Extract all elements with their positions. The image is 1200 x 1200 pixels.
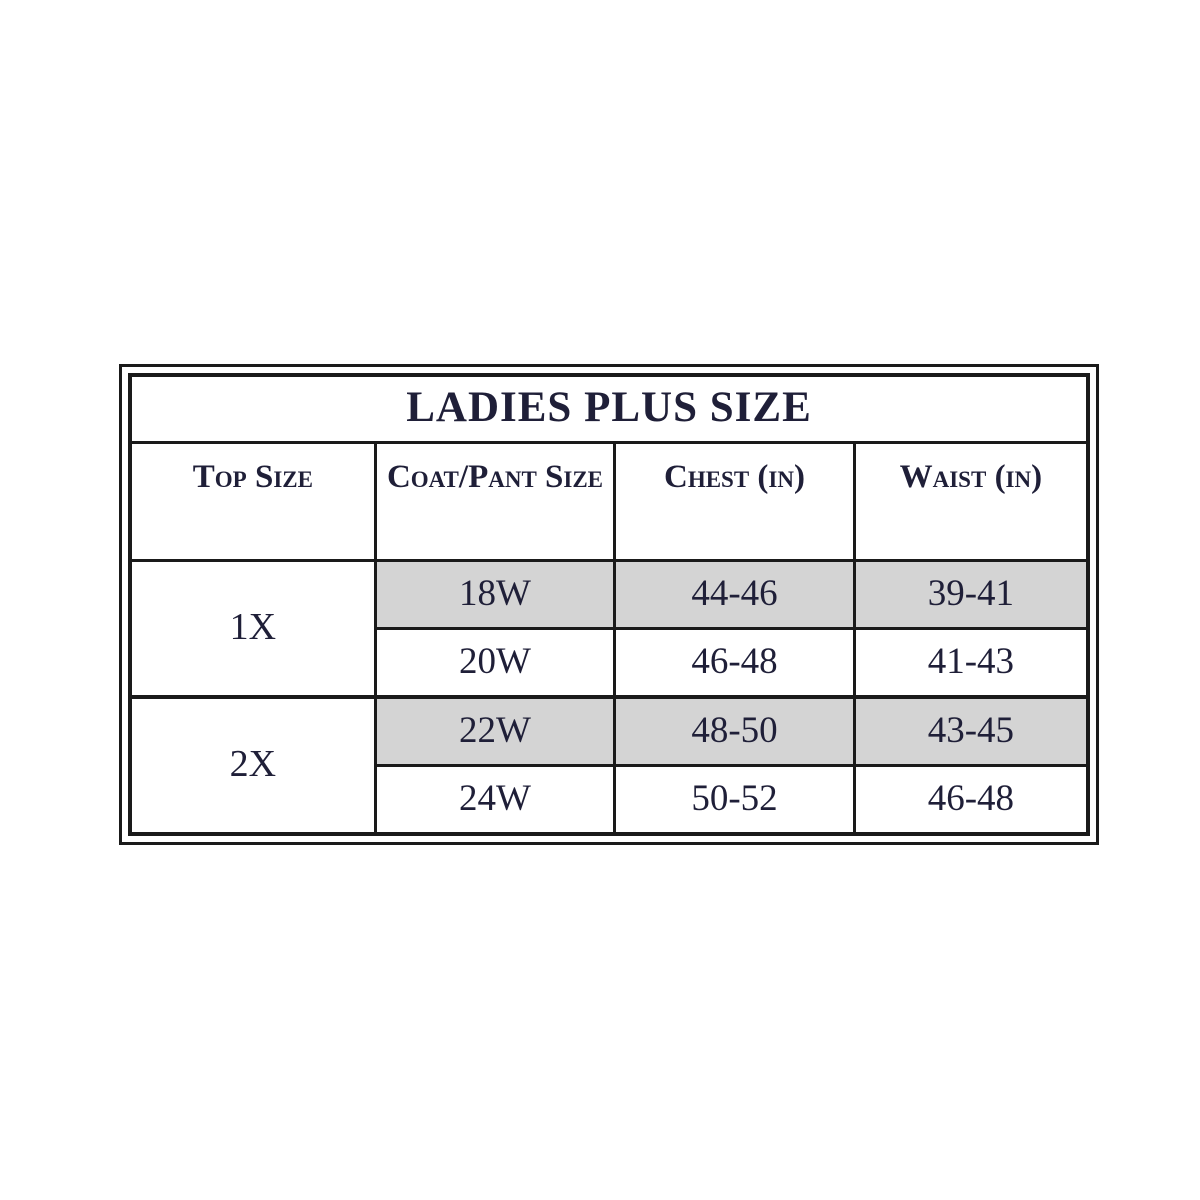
table-row-20w: 20W 46-48 41-43: [130, 627, 1090, 699]
table-row-24w: 24W 50-52 46-48: [130, 764, 1090, 836]
col-header-waist: Waist (in): [852, 441, 1090, 562]
waist-cell-18w: 39-41: [852, 559, 1090, 630]
waist-cell-22w: 43-45: [852, 695, 1090, 767]
top-size-cell-1x: 1X: [128, 559, 377, 699]
coat-pant-cell-20w: 20W: [373, 627, 617, 699]
waist-cell-20w: 41-43: [852, 627, 1090, 699]
col-header-coat-pant-size: Coat/Pant Size: [373, 441, 617, 562]
chest-cell-22w: 48-50: [613, 695, 856, 767]
chest-cell-20w: 46-48: [613, 627, 856, 699]
size-chart-outer-frame: LADIES PLUS SIZE Top Size Coat/Pant Size…: [119, 364, 1099, 845]
coat-pant-cell-18w: 18W: [373, 559, 617, 630]
waist-cell-24w: 46-48: [852, 764, 1090, 836]
col-header-top-size: Top Size: [128, 441, 377, 562]
title-row: LADIES PLUS SIZE: [128, 373, 1090, 444]
size-chart-table: LADIES PLUS SIZE Top Size Coat/Pant Size…: [128, 373, 1090, 836]
top-size-cell-2x: 2X: [128, 695, 377, 836]
coat-pant-cell-24w: 24W: [373, 764, 617, 836]
coat-pant-cell-22w: 22W: [373, 695, 617, 767]
header-row: Top Size Coat/Pant Size Chest (in) Waist…: [128, 441, 1090, 562]
table-title: LADIES PLUS SIZE: [128, 373, 1090, 444]
chest-cell-18w: 44-46: [613, 559, 856, 630]
table-row-22w: 2X 22W 48-50 43-45: [128, 695, 1090, 836]
chest-cell-24w: 50-52: [613, 764, 856, 836]
col-header-chest: Chest (in): [613, 441, 856, 562]
table-row-18w: 1X 18W 44-46 39-41: [128, 559, 1090, 699]
